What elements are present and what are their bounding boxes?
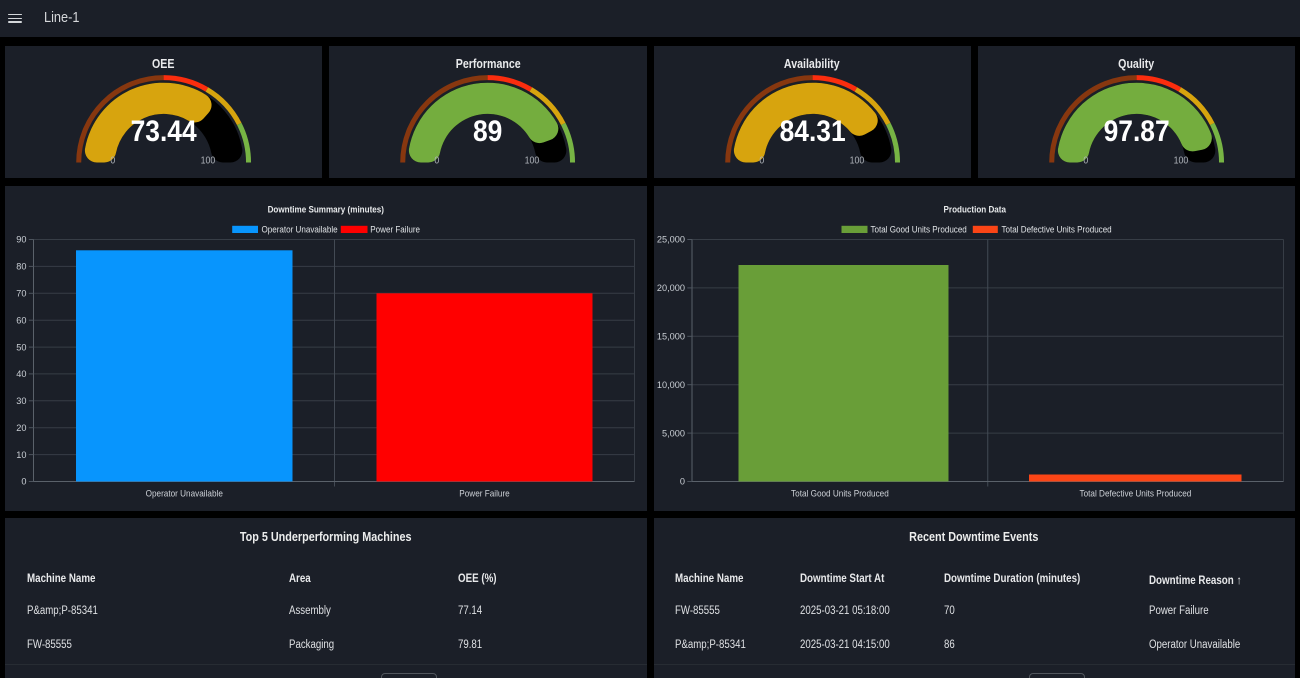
svg-text:100: 100 xyxy=(1173,153,1188,165)
svg-text:73.44: 73.44 xyxy=(131,113,197,147)
svg-text:50: 50 xyxy=(16,342,26,352)
svg-text:15,000: 15,000 xyxy=(656,331,684,341)
svg-text:0: 0 xyxy=(21,476,26,486)
svg-text:0: 0 xyxy=(435,153,440,165)
svg-text:Production Data: Production Data xyxy=(943,203,1006,214)
svg-text:80: 80 xyxy=(16,261,26,271)
svg-text:5,000: 5,000 xyxy=(662,428,685,438)
svg-text:100: 100 xyxy=(849,153,864,165)
svg-text:100: 100 xyxy=(525,153,540,165)
svg-text:Downtime Summary (minutes): Downtime Summary (minutes) xyxy=(268,203,384,214)
svg-text:20,000: 20,000 xyxy=(656,283,684,293)
svg-text:0: 0 xyxy=(679,476,684,486)
svg-text:40: 40 xyxy=(16,369,26,379)
svg-text:90: 90 xyxy=(16,234,26,244)
svg-text:Operator Unavailable: Operator Unavailable xyxy=(262,223,338,234)
svg-text:0: 0 xyxy=(110,153,115,165)
svg-text:10,000: 10,000 xyxy=(656,379,684,389)
svg-text:0: 0 xyxy=(759,153,764,165)
svg-text:25,000: 25,000 xyxy=(656,234,684,244)
svg-text:Operator Unavailable: Operator Unavailable xyxy=(146,487,223,498)
svg-text:84.31: 84.31 xyxy=(779,113,845,147)
svg-text:89: 89 xyxy=(473,113,502,147)
svg-text:60: 60 xyxy=(16,315,26,325)
svg-text:Power Failure: Power Failure xyxy=(370,223,420,234)
svg-text:Total Defective Units Produced: Total Defective Units Produced xyxy=(1079,487,1191,498)
svg-text:Total Defective Units Produced: Total Defective Units Produced xyxy=(1001,223,1111,234)
svg-text:97.87: 97.87 xyxy=(1103,113,1169,147)
svg-text:Total Good Units Produced: Total Good Units Produced xyxy=(791,487,889,498)
svg-text:0: 0 xyxy=(1083,153,1088,165)
svg-text:100: 100 xyxy=(201,153,216,165)
svg-text:70: 70 xyxy=(16,288,26,298)
svg-text:Power Failure: Power Failure xyxy=(459,487,510,498)
svg-text:20: 20 xyxy=(16,422,26,432)
svg-text:30: 30 xyxy=(16,396,26,406)
svg-text:10: 10 xyxy=(16,449,26,459)
svg-text:Total Good Units Produced: Total Good Units Produced xyxy=(870,223,966,234)
